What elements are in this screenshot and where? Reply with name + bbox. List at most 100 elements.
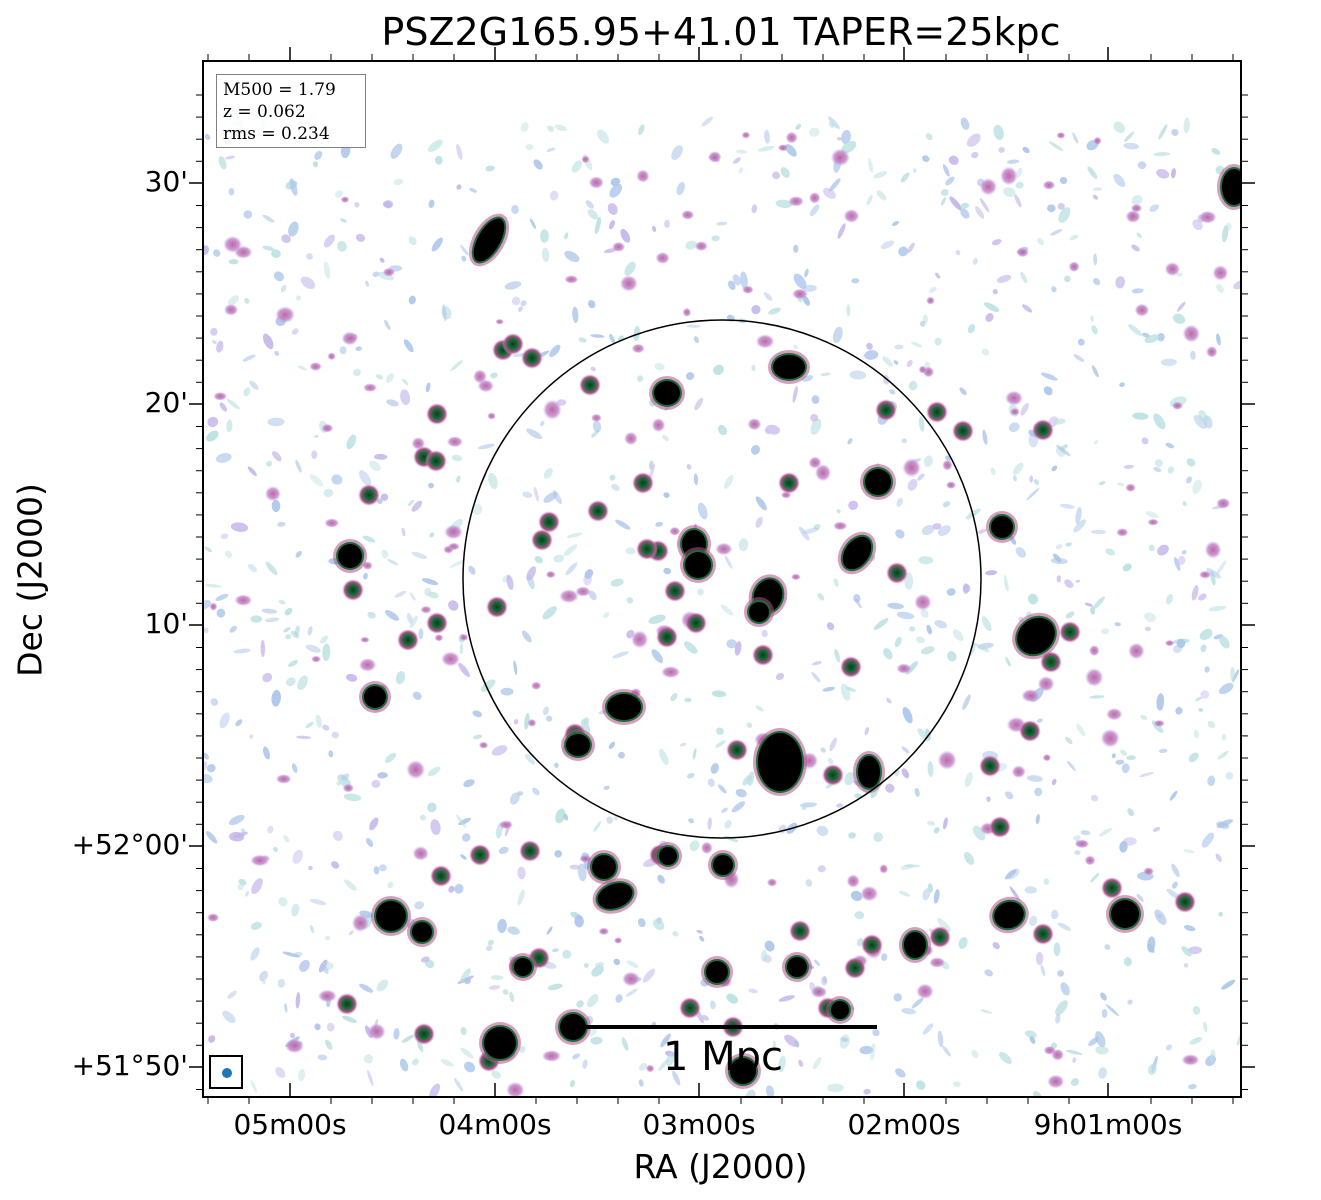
noise-speckle [711,235,720,242]
weak-blob [791,288,809,300]
radio-source [531,529,553,551]
noise-speckle [367,611,376,619]
noise-speckle [1037,238,1044,245]
noise-speckle [240,828,245,833]
noise-speckle [1057,970,1064,977]
noise-speckle [1077,338,1085,346]
bright-source [412,922,432,942]
noise-speckle [751,204,758,214]
weak-blob [1130,203,1143,213]
noise-speckle [414,901,425,910]
noise-speckle [1073,519,1087,533]
noise-speckle [1209,1049,1216,1064]
noise-speckle [955,249,961,256]
radio-source [519,840,541,862]
weak-blob [1206,345,1218,358]
noise-speckle [1120,749,1128,756]
radio-source [1032,923,1054,945]
noise-speckle [235,719,243,727]
weak-blob [358,658,377,672]
weak-blob [1147,518,1159,526]
weak-blob [1037,676,1055,692]
noise-speckle [1040,964,1046,977]
noise-speckle [889,389,896,395]
noise-speckle [1059,503,1075,509]
radio-source [789,920,811,942]
noise-speckle [216,340,224,353]
noise-speckle [571,160,582,173]
noise-speckle [519,1046,526,1053]
noise-speckle [848,832,856,839]
noise-speckle [724,820,732,829]
noise-speckle [533,486,539,502]
noise-speckle [927,761,934,777]
noise-speckle [564,232,569,240]
noise-speckle [547,125,554,132]
noise-speckle [615,994,623,1003]
noise-speckle [1043,386,1053,396]
weak-blob [478,741,489,749]
noise-speckle [468,565,476,575]
noise-speckle [574,915,584,928]
noise-speckle [429,532,435,538]
noise-speckle [1131,194,1143,206]
noise-speckle [307,626,313,636]
noise-speckle [898,890,911,897]
noise-speckle [793,344,798,350]
noise-speckle [381,549,389,559]
bright-source [865,469,891,495]
noise-speckle [1137,161,1147,170]
noise-speckle [277,978,286,988]
weak-blob [619,275,638,292]
noise-speckle [1157,333,1165,342]
noise-speckle [267,417,285,427]
noise-speckle [805,879,813,887]
noise-speckle [933,827,940,834]
x-tick-label: 03m00s [642,1108,756,1141]
weak-blob [1093,136,1102,145]
noise-speckle [1003,187,1016,197]
legend-rms: rms = 0.234 [223,124,330,144]
noise-speckle [1145,511,1159,519]
noise-speckle [1216,333,1221,346]
noise-speckle [545,715,553,722]
noise-speckle [1169,790,1178,801]
noise-speckle [613,958,621,966]
noise-speckle [417,1040,424,1053]
noise-speckle [355,346,362,352]
noise-speckle [420,956,430,963]
weak-blob [1182,324,1201,343]
weak-blob [575,586,591,597]
weak-blob [918,365,927,374]
noise-speckle [625,988,638,997]
y-tick-label: 30' [144,165,188,198]
noise-speckle [986,796,991,802]
noise-speckle [1093,440,1099,445]
noise-speckle [367,1070,374,1087]
noise-speckle [1165,442,1174,449]
y-tick-label: 20' [144,386,188,419]
noise-speckle [297,675,308,690]
noise-speckle [1033,1091,1042,1097]
noise-speckle [1141,437,1149,445]
noise-speckle [311,450,318,459]
noise-speckle [464,977,471,985]
scale-bar-label: 1 Mpc [662,1034,784,1080]
noise-speckle [603,612,610,618]
noise-speckle [1206,568,1221,579]
noise-speckle [227,990,237,999]
noise-speckle [1113,173,1126,187]
noise-speckle [1216,819,1234,828]
noise-speckle [817,593,825,601]
weak-blob [1106,707,1123,721]
noise-speckle [1181,946,1192,957]
noise-speckle [1183,849,1195,854]
radio-source [952,420,974,442]
weak-blob [645,1064,655,1073]
noise-speckle [226,398,240,410]
noise-speckle [510,792,520,805]
noise-speckle [425,382,431,393]
noise-speckle [655,521,663,527]
noise-speckle [1186,476,1192,484]
